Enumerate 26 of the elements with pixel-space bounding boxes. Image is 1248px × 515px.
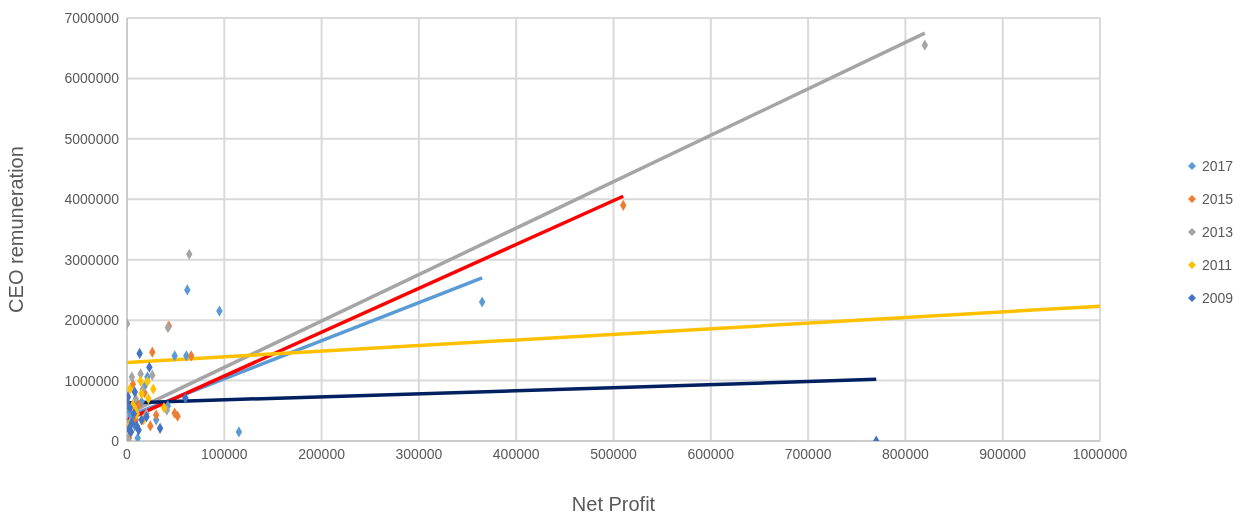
y-tick-label: 5000000 [64, 130, 120, 147]
legend-label: 2009 [1202, 290, 1234, 306]
legend-label: 2017 [1202, 158, 1234, 174]
y-tick-label: 2000000 [64, 312, 120, 329]
x-axis-title: Net Profit [571, 493, 656, 515]
y-tick-label: 3000000 [64, 251, 120, 268]
y-tick-label: 1000000 [64, 372, 120, 389]
x-tick-label: 900000 [979, 445, 1027, 462]
x-tick-label: 400000 [492, 445, 540, 462]
y-tick-label: 4000000 [64, 191, 120, 208]
x-tick-label: 200000 [298, 445, 346, 462]
legend-label: 2013 [1202, 224, 1234, 240]
legend-label: 2011 [1202, 257, 1233, 273]
legend-label: 2015 [1202, 191, 1234, 207]
y-tick-label: 7000000 [64, 9, 120, 26]
x-tick-label: 300000 [395, 445, 443, 462]
y-axis-title: CEO remuneration [5, 146, 28, 313]
x-tick-label: 700000 [784, 445, 832, 462]
x-tick-label: 500000 [590, 445, 638, 462]
x-tick-label: 0 [123, 445, 132, 462]
x-tick-label: 600000 [687, 445, 735, 462]
x-tick-label: 100000 [200, 445, 248, 462]
x-tick-label: 800000 [882, 445, 929, 462]
x-tick-label: 1000000 [1072, 445, 1128, 462]
y-tick-label: 6000000 [64, 70, 120, 87]
y-tick-label: 0 [111, 432, 120, 449]
